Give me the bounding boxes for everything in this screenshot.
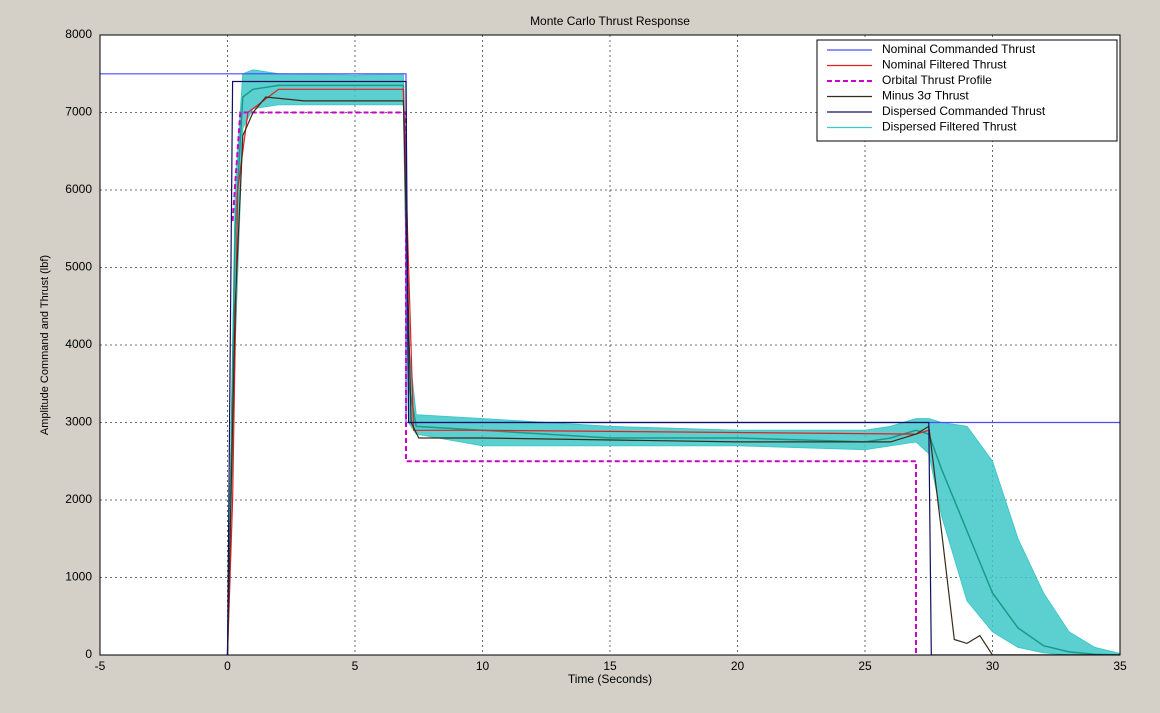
chart-title: Monte Carlo Thrust Response <box>530 14 690 28</box>
x-tick-label: 0 <box>224 659 231 673</box>
legend-label: Orbital Thrust Profile <box>882 73 992 87</box>
y-tick-label: 4000 <box>65 337 92 351</box>
x-tick-label: 25 <box>858 659 872 673</box>
y-tick-label: 6000 <box>65 182 92 196</box>
x-tick-label: 20 <box>731 659 745 673</box>
legend-label: Nominal Filtered Thrust <box>882 58 1007 72</box>
y-tick-label: 2000 <box>65 492 92 506</box>
legend: Nominal Commanded Thrust Nominal Filtered… <box>816 39 1118 142</box>
x-axis-label: Time (Seconds) <box>568 672 652 686</box>
legend-label: Nominal Commanded Thrust <box>882 42 1036 56</box>
x-tick-label: 35 <box>1113 659 1127 673</box>
series-line <box>226 84 1120 655</box>
y-tick-label: 1000 <box>65 570 92 584</box>
series-line <box>226 80 1120 655</box>
x-tick-label: 15 <box>603 659 617 673</box>
legend-label: Dispersed Commanded Thrust <box>882 104 1046 118</box>
y-tick-label: 7000 <box>65 105 92 119</box>
dispersion-band <box>227 69 1120 655</box>
legend-label: Dispersed Filtered Thrust <box>882 120 1017 134</box>
x-tick-label: 30 <box>986 659 1000 673</box>
series-line <box>226 96 1120 655</box>
x-tick-label: 5 <box>352 659 359 673</box>
x-tick-label: -5 <box>95 659 106 673</box>
y-tick-label: 8000 <box>65 27 92 41</box>
x-tick-label: 10 <box>476 659 490 673</box>
data-layer <box>100 69 1120 655</box>
y-tick-label: 3000 <box>65 415 92 429</box>
axes-frame <box>99 34 1121 656</box>
legend-label: Minus 3σ Thrust <box>882 89 969 103</box>
series-line <box>231 111 917 655</box>
y-tick-label: 0 <box>85 647 92 661</box>
legend-box <box>816 39 1118 142</box>
y-tick-label: 5000 <box>65 260 92 274</box>
y-axis-label: Amplitude Command and Thrust (lbf) <box>39 255 51 435</box>
